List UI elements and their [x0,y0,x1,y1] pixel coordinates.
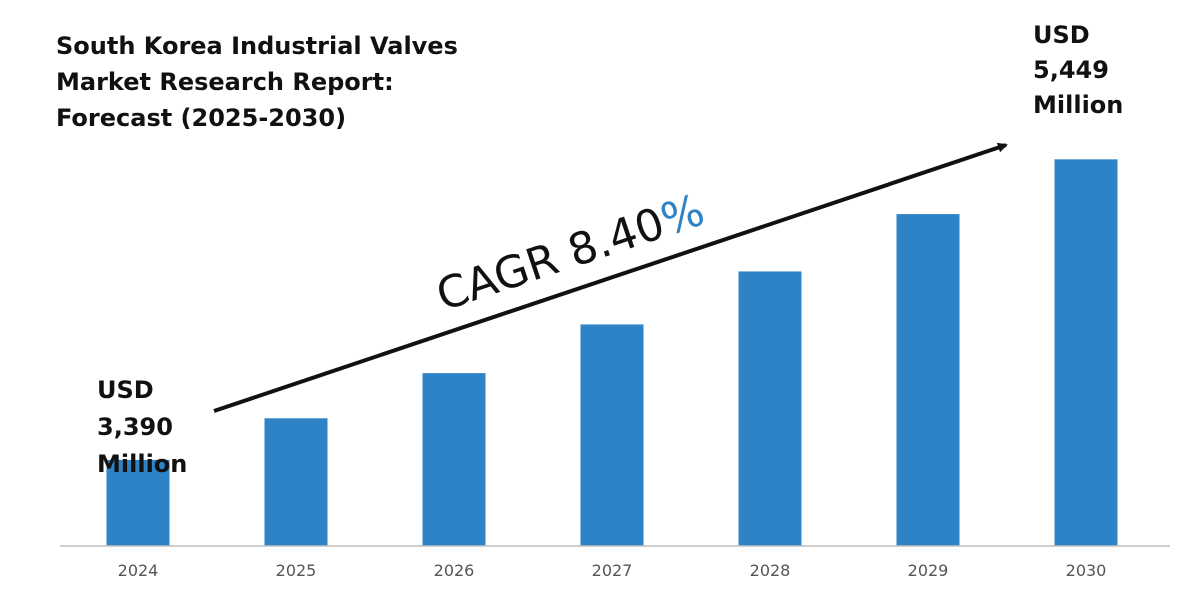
bar-2026 [422,373,486,546]
start-callout-line-1: USD [97,376,154,404]
bar-2027 [580,324,644,546]
end-callout-line-1: USD [1033,21,1090,49]
x-tick-label-2028: 2028 [750,561,791,580]
growth-trend-arrow [213,142,1008,413]
x-tick-label-2027: 2027 [592,561,633,580]
x-tick-label-2030: 2030 [1066,561,1107,580]
x-axis-ticks: 2024 2025 2026 2027 2028 2029 2030 [118,561,1107,580]
bar-2028 [738,271,802,546]
bar-2024 [106,459,170,546]
chart-title: South Korea Industrial Valves Market Res… [56,32,458,132]
cagr-text: CAGR 8.40 [430,198,671,321]
end-callout-line-3: Million [1033,91,1123,119]
start-value-callout: USD 3,390 Million [97,376,187,478]
x-tick-label-2025: 2025 [276,561,317,580]
cagr-annotation: CAGR 8.40% [430,185,710,322]
bar-2030 [1054,159,1118,547]
end-value-callout: USD 5,449 Million [1033,21,1123,119]
bar-2025 [264,418,328,546]
bar-series [106,159,1118,547]
chart-title-line-1: South Korea Industrial Valves [56,32,458,60]
x-tick-label-2024: 2024 [118,561,159,580]
bar-2029 [896,214,960,546]
end-callout-line-2: 5,449 [1033,56,1109,84]
chart-title-line-3: Forecast (2025-2030) [56,104,346,132]
x-tick-label-2026: 2026 [434,561,475,580]
start-callout-line-2: 3,390 [97,413,173,441]
start-callout-line-3: Million [97,450,187,478]
chart-title-line-2: Market Research Report: [56,68,394,96]
x-tick-label-2029: 2029 [908,561,949,580]
